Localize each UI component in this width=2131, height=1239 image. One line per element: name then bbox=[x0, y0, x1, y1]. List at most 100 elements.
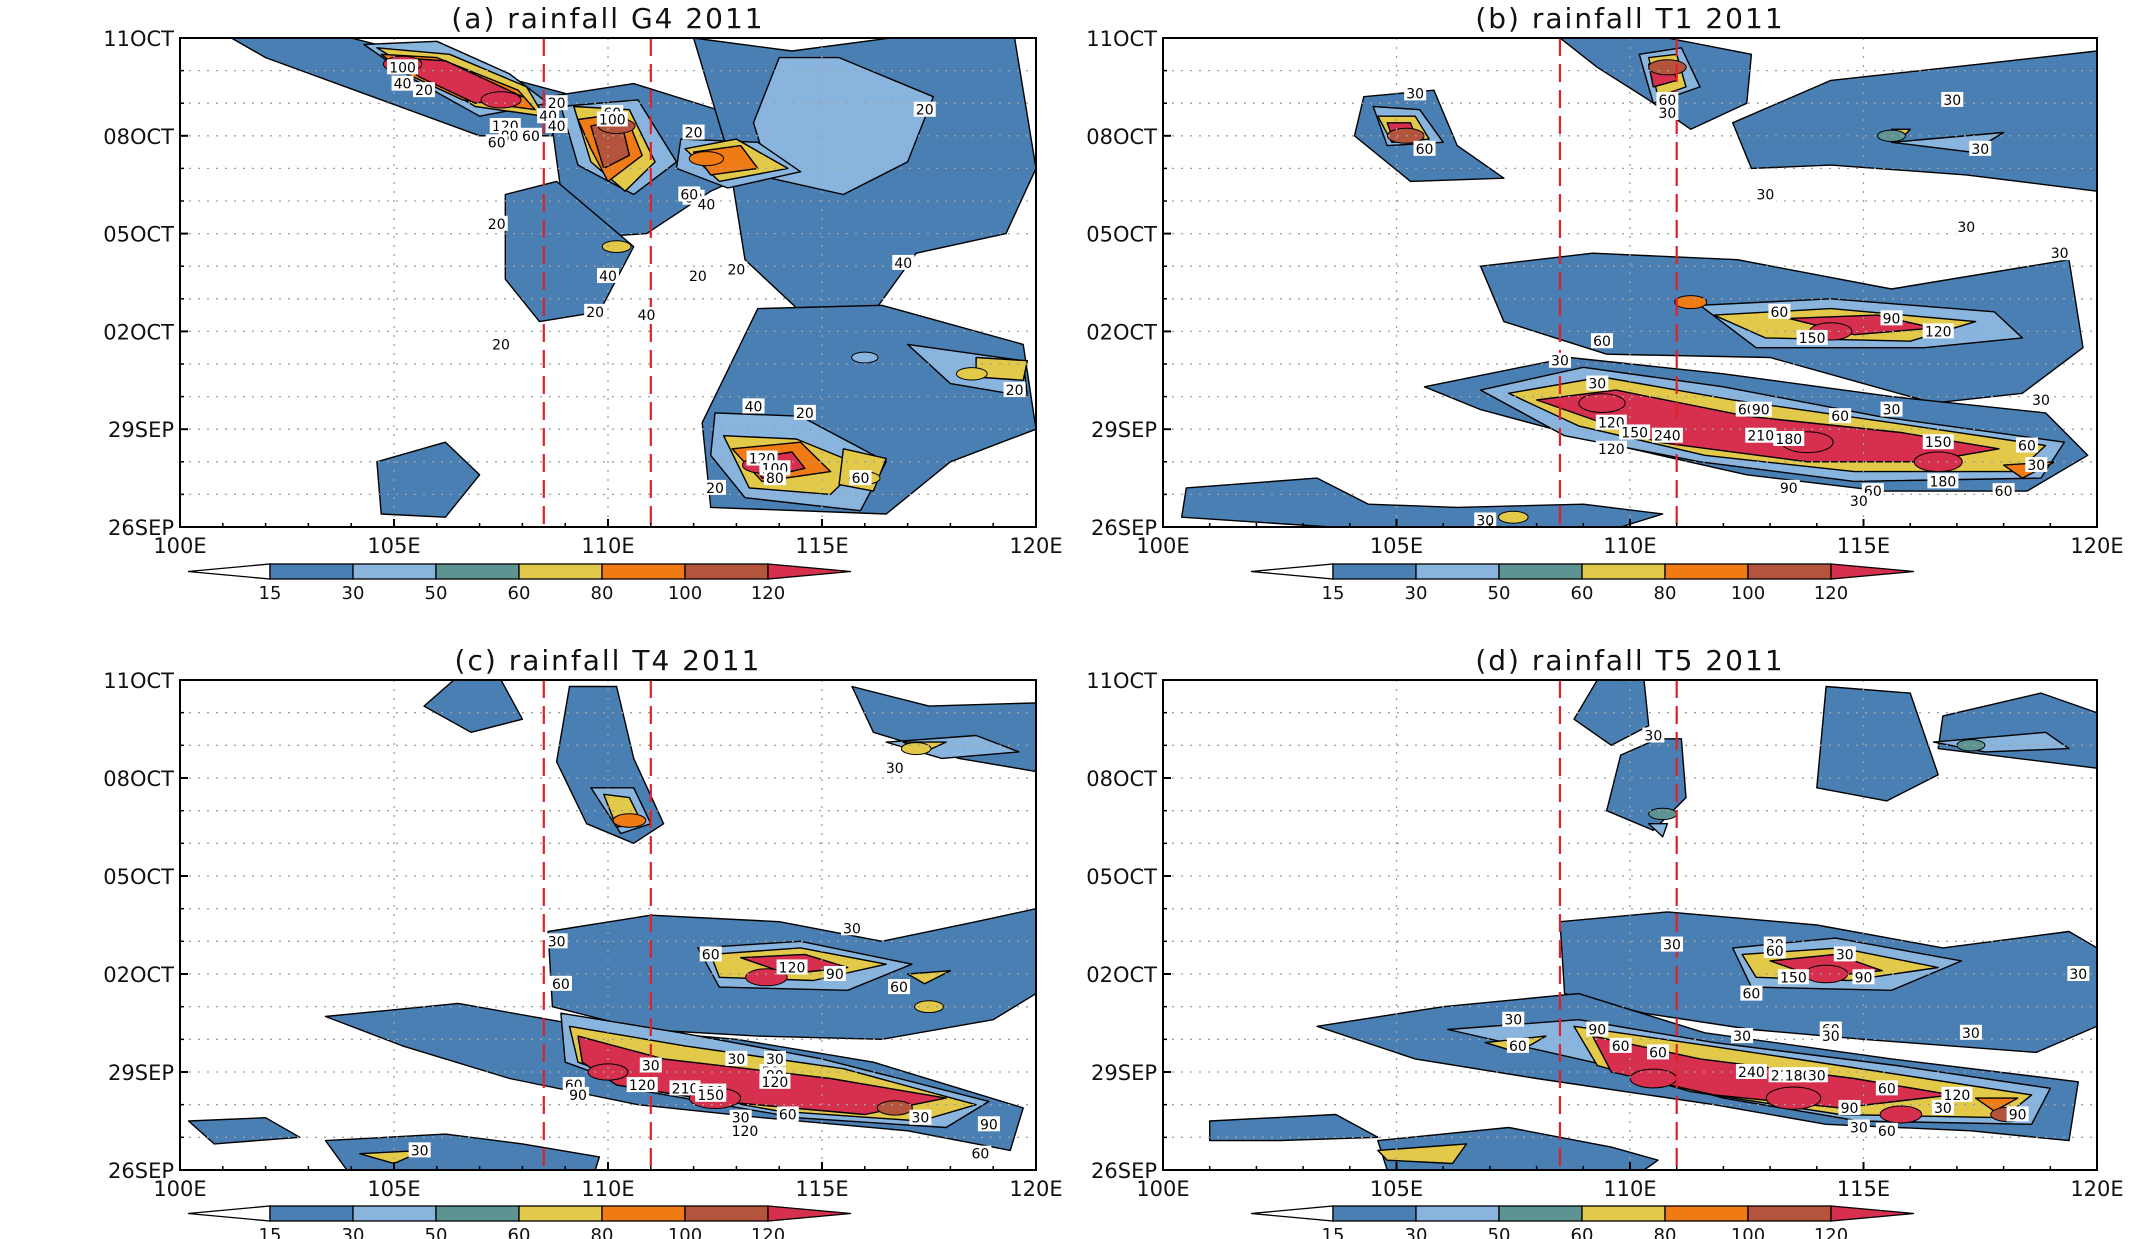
rain-bands bbox=[1182, 38, 2097, 527]
contour-label: 60 bbox=[971, 1147, 989, 1163]
contour-label: 150 bbox=[1925, 435, 1952, 451]
contour-label: 180 bbox=[1775, 432, 1802, 448]
contour-label: 20 bbox=[492, 337, 510, 353]
contour-label: 60 bbox=[890, 980, 908, 996]
contour-label: 60 bbox=[1995, 484, 2013, 500]
rain-band-level-0 bbox=[424, 680, 522, 732]
contour-label: 20 bbox=[586, 305, 604, 321]
contour-label: 30 bbox=[1943, 93, 1961, 109]
contour-label: 90 bbox=[569, 1088, 587, 1104]
colorbar-segment bbox=[1333, 1206, 1416, 1221]
rain-maximum bbox=[1805, 965, 1848, 983]
panel-title: (a) rainfall G4 2011 bbox=[451, 2, 764, 35]
x-tick-label: 115E bbox=[1837, 534, 1890, 558]
contour-label: 210 bbox=[1747, 429, 1774, 445]
colorbar-tick-label: 60 bbox=[508, 1225, 531, 1239]
x-tick-label: 105E bbox=[1370, 1177, 1423, 1201]
contour-label: 150 bbox=[1780, 970, 1807, 986]
y-tick-label: 26SEP bbox=[108, 1159, 174, 1183]
x-tick-label: 120E bbox=[2070, 1177, 2123, 1201]
colorbar-tick-label: 120 bbox=[1814, 583, 1848, 604]
colorbar-segment bbox=[436, 1206, 519, 1221]
y-tick-label: 08OCT bbox=[1086, 125, 1157, 149]
colorbar-tick-label: 80 bbox=[1654, 583, 1677, 604]
colorbar-segment bbox=[519, 1206, 602, 1221]
y-tick-label: 29SEP bbox=[108, 1061, 174, 1085]
y-tick-label: 02OCT bbox=[103, 320, 174, 344]
contour-label: 90 bbox=[1780, 481, 1798, 497]
contour-label: 30 bbox=[548, 934, 566, 950]
colorbar-segment bbox=[685, 564, 768, 579]
contour-label: 60 bbox=[1771, 305, 1789, 321]
contour-label: 90 bbox=[1841, 1101, 1859, 1117]
colorbar-tick-label: 80 bbox=[1654, 1225, 1677, 1239]
x-tick-label: 120E bbox=[1009, 534, 1062, 558]
contour-label: 20 bbox=[796, 406, 814, 422]
panel-title: (b) rainfall T1 2011 bbox=[1475, 2, 1784, 35]
rain-maximum bbox=[956, 368, 987, 380]
y-tick-label: 11OCT bbox=[103, 27, 174, 51]
rain-band-level-0 bbox=[1733, 51, 2097, 191]
y-tick-label: 08OCT bbox=[103, 767, 174, 791]
panel-c: (c) rainfall T4 2011306030 30 3060120 90603… bbox=[103, 644, 1062, 1239]
y-axis: 26SEP 29SEP 02OCT 05OCT 08OCT 11OCT bbox=[1086, 27, 1171, 540]
contour-label: 30 bbox=[843, 921, 861, 937]
rain-maximum bbox=[1649, 60, 1687, 75]
contour-label: 30 bbox=[1504, 1013, 1522, 1029]
contour-label: 30 bbox=[2069, 967, 2087, 983]
rain-maximum bbox=[877, 1101, 912, 1115]
contour-label: 120 bbox=[1598, 442, 1625, 458]
contour-label: 40 bbox=[599, 269, 617, 285]
contour-label: 30 bbox=[1883, 403, 1901, 419]
colorbar-tick-label: 50 bbox=[425, 583, 448, 604]
contour-label: 20 bbox=[415, 83, 433, 99]
contour-label: 60 bbox=[1612, 1039, 1630, 1055]
y-tick-label: 05OCT bbox=[103, 865, 174, 889]
rain-maximum bbox=[1649, 808, 1677, 819]
contour-label: 30 bbox=[727, 1052, 745, 1068]
x-tick-label: 105E bbox=[367, 1177, 420, 1201]
contour-label: 60 bbox=[1831, 409, 1849, 425]
colorbar-tick-label: 30 bbox=[342, 1225, 365, 1239]
contour-label: 30 bbox=[411, 1143, 429, 1159]
colorbar-tick-label: 15 bbox=[259, 583, 282, 604]
colorbar-tick-label: 100 bbox=[1731, 583, 1765, 604]
contour-label: 60 bbox=[1593, 334, 1611, 350]
rain-band-level-0 bbox=[326, 1134, 600, 1170]
colorbar-over-triangle bbox=[1831, 1206, 1914, 1221]
contour-label: 30 bbox=[1934, 1101, 1952, 1117]
colorbar: 15 30 50 60 80 100 120 bbox=[1251, 1206, 1914, 1239]
contour-label: 20 bbox=[706, 481, 724, 497]
x-tick-label: 115E bbox=[1837, 1177, 1890, 1201]
contour-label: 30 bbox=[1733, 1029, 1751, 1045]
panel-a: (a) rainfall G4 201110040201208060204060… bbox=[103, 2, 1062, 604]
rain-maximum bbox=[1675, 296, 1707, 309]
y-tick-label: 26SEP bbox=[108, 516, 174, 540]
contour-label: 100 bbox=[599, 113, 626, 129]
contour-label: 30 bbox=[1957, 220, 1975, 236]
contour-label: 20 bbox=[689, 269, 707, 285]
y-tick-label: 29SEP bbox=[108, 418, 174, 442]
x-tick-label: 115E bbox=[795, 1177, 848, 1201]
colorbar-tick-label: 100 bbox=[668, 1225, 702, 1239]
x-tick-label: 105E bbox=[1370, 534, 1423, 558]
colorbar-tick-label: 80 bbox=[591, 1225, 614, 1239]
contour-label: 30 bbox=[1971, 142, 1989, 158]
rain-maximum bbox=[613, 814, 646, 827]
x-tick-label: 110E bbox=[1603, 1177, 1656, 1201]
contour-label: 30 bbox=[1836, 947, 1854, 963]
contour-label: 150 bbox=[697, 1088, 724, 1104]
contour-label: 90 bbox=[826, 967, 844, 983]
colorbar-tick-label: 60 bbox=[508, 583, 531, 604]
rain-maximum bbox=[1499, 511, 1529, 523]
panel-title: (c) rainfall T4 2011 bbox=[455, 644, 762, 677]
y-tick-label: 29SEP bbox=[1091, 418, 1157, 442]
contour-label: 30 bbox=[1808, 1068, 1826, 1084]
colorbar-tick-label: 30 bbox=[1405, 583, 1428, 604]
contour-label: 60 bbox=[1766, 944, 1784, 960]
panel-title: (d) rainfall T5 2011 bbox=[1475, 644, 1784, 677]
contour-label: 20 bbox=[727, 262, 745, 278]
colorbar-segment bbox=[1582, 1206, 1665, 1221]
y-axis: 26SEP 29SEP 02OCT 05OCT 08OCT 11OCT bbox=[1086, 669, 1171, 1183]
contour-label: 60 bbox=[552, 977, 570, 993]
